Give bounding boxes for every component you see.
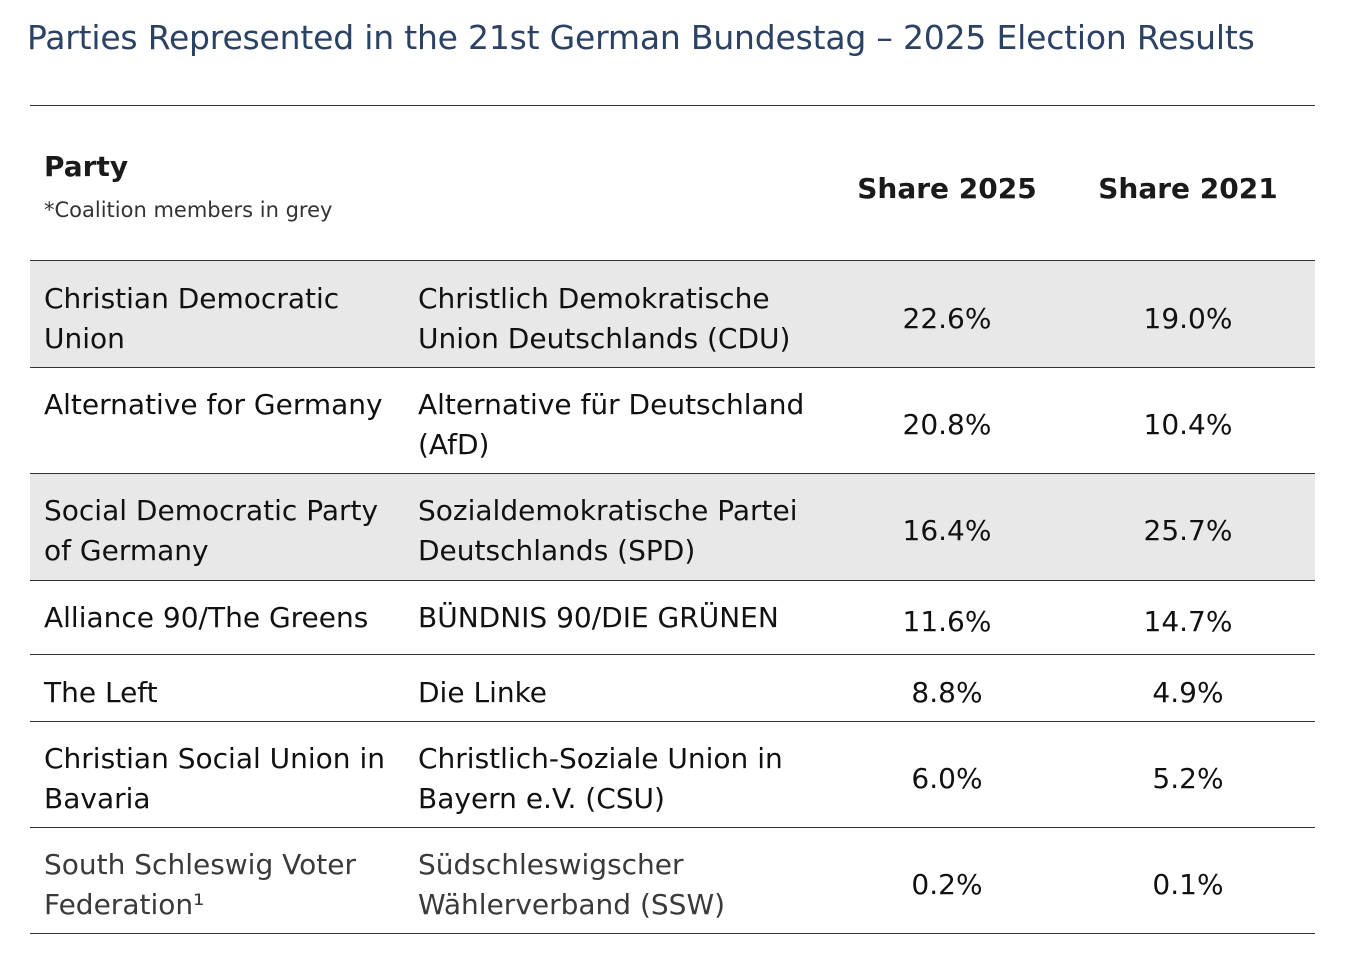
party-name-de: Christlich Demokratische Union Deutschla…	[418, 282, 791, 355]
party-name-de: Christlich-Soziale Union in Bayern e.V. …	[418, 742, 783, 815]
share-2025-value: 6.0%	[911, 762, 983, 795]
table-row: South Schleswig Voter Federation¹ Südsch…	[30, 828, 1315, 934]
party-name-de: Sozialdemokratische Partei Deutschlands …	[418, 494, 798, 567]
share-2021-value: 4.9%	[1152, 676, 1224, 709]
share-2021-value: 14.7%	[1143, 605, 1233, 638]
party-name-de: Alternative für Deutschland (AfD)	[418, 388, 805, 461]
share-2021-value: 10.4%	[1143, 408, 1233, 441]
share-2021-value: 5.2%	[1152, 762, 1224, 795]
share-2021-column-header: Share 2021	[1098, 172, 1278, 205]
party-name-en: South Schleswig Voter Federation¹	[44, 848, 356, 921]
table-row: Christian Social Union in Bavaria Christ…	[30, 722, 1315, 828]
share-2021-value: 19.0%	[1143, 302, 1233, 335]
party-name-en: Christian Democratic Union	[44, 282, 340, 355]
table-row: Alliance 90/The Greens BÜNDNIS 90/DIE GR…	[30, 581, 1315, 655]
coalition-note: *Coalition members in grey	[44, 198, 333, 222]
share-2021-value: 25.7%	[1143, 514, 1233, 547]
share-2025-value: 22.6%	[902, 302, 992, 335]
share-2025-value: 11.6%	[902, 605, 992, 638]
share-2021-value: 0.1%	[1152, 868, 1224, 901]
share-2025-value: 16.4%	[902, 514, 992, 547]
table-row: Social Democratic Party of Germany Sozia…	[30, 474, 1315, 581]
top-rule	[30, 105, 1315, 106]
results-table: Christian Democratic Union Christlich De…	[30, 260, 1315, 934]
party-name-en: Alliance 90/The Greens	[44, 601, 369, 634]
share-2025-value: 0.2%	[911, 868, 983, 901]
party-name-de: BÜNDNIS 90/DIE GRÜNEN	[418, 601, 779, 634]
table-header: Party *Coalition members in grey Share 2…	[30, 106, 1315, 260]
share-2025-value: 20.8%	[902, 408, 992, 441]
party-name-de: Die Linke	[418, 676, 548, 709]
party-name-en: Social Democratic Party of Germany	[44, 494, 379, 567]
share-2025-value: 8.8%	[911, 676, 983, 709]
party-name-en: Christian Social Union in Bavaria	[44, 742, 385, 815]
party-column-header: Party	[44, 150, 129, 183]
page-title: Parties Represented in the 21st German B…	[27, 18, 1255, 57]
party-name-en: The Left	[44, 676, 158, 709]
party-name-de: Südschleswigscher Wählerverband (SSW)	[418, 848, 726, 921]
party-name-en: Alternative for Germany	[44, 388, 383, 421]
table-row: The Left Die Linke 8.8% 4.9%	[30, 655, 1315, 722]
table-row: Christian Democratic Union Christlich De…	[30, 261, 1315, 368]
share-2025-column-header: Share 2025	[857, 172, 1037, 205]
table-row: Alternative for Germany Alternative für …	[30, 368, 1315, 474]
